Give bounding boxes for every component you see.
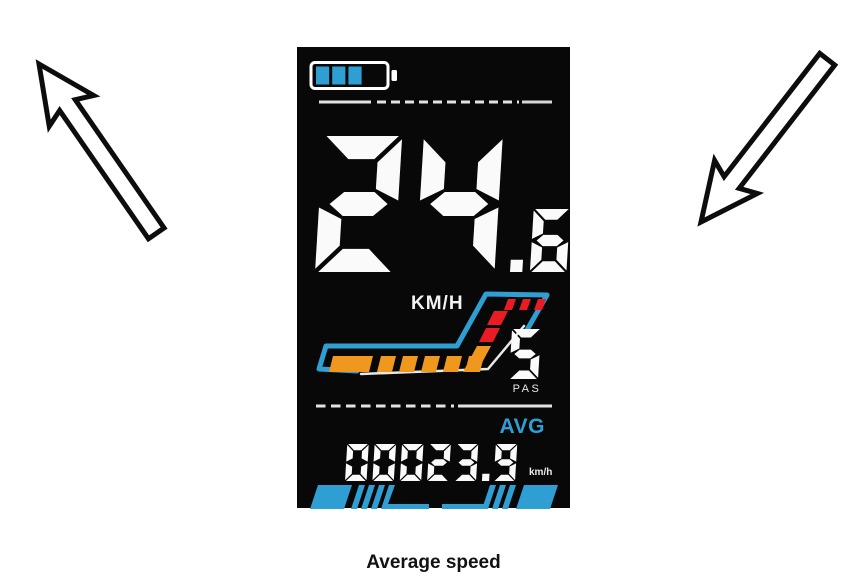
assist-mode-label: PAS	[512, 383, 542, 395]
arrow-up-left-icon	[35, 59, 168, 243]
top-separator-line	[319, 100, 552, 104]
gauge-orange-long-bar	[329, 356, 373, 372]
average-speed-unit-label: km/h	[529, 467, 553, 478]
speed-fraction-digits	[509, 209, 571, 273]
battery-cells	[316, 66, 362, 85]
average-speed-value	[345, 444, 518, 486]
bottom-separator-line	[316, 404, 552, 408]
speed-value	[315, 135, 571, 273]
assist-level-value	[509, 329, 542, 384]
gauge-red-top-tiles	[504, 299, 546, 310]
speed-unit-label: KM/H	[411, 293, 464, 314]
decoration-right-group	[442, 485, 558, 509]
assist-gauge	[316, 291, 550, 376]
avg-mode-label: AVG	[499, 415, 545, 438]
gauge-orange-bend-bar	[463, 346, 491, 372]
speed-integer-digits	[315, 136, 504, 272]
figure-caption: Average speed	[366, 552, 501, 573]
bottom-decoration	[310, 485, 558, 509]
arrow-down-left-icon	[697, 49, 839, 227]
decoration-left-group	[310, 485, 429, 509]
battery-icon	[309, 61, 397, 90]
bike-display-screen: KM/H PAS AVG km/h	[297, 47, 571, 509]
gauge-red-diagonal-bars	[479, 311, 508, 342]
